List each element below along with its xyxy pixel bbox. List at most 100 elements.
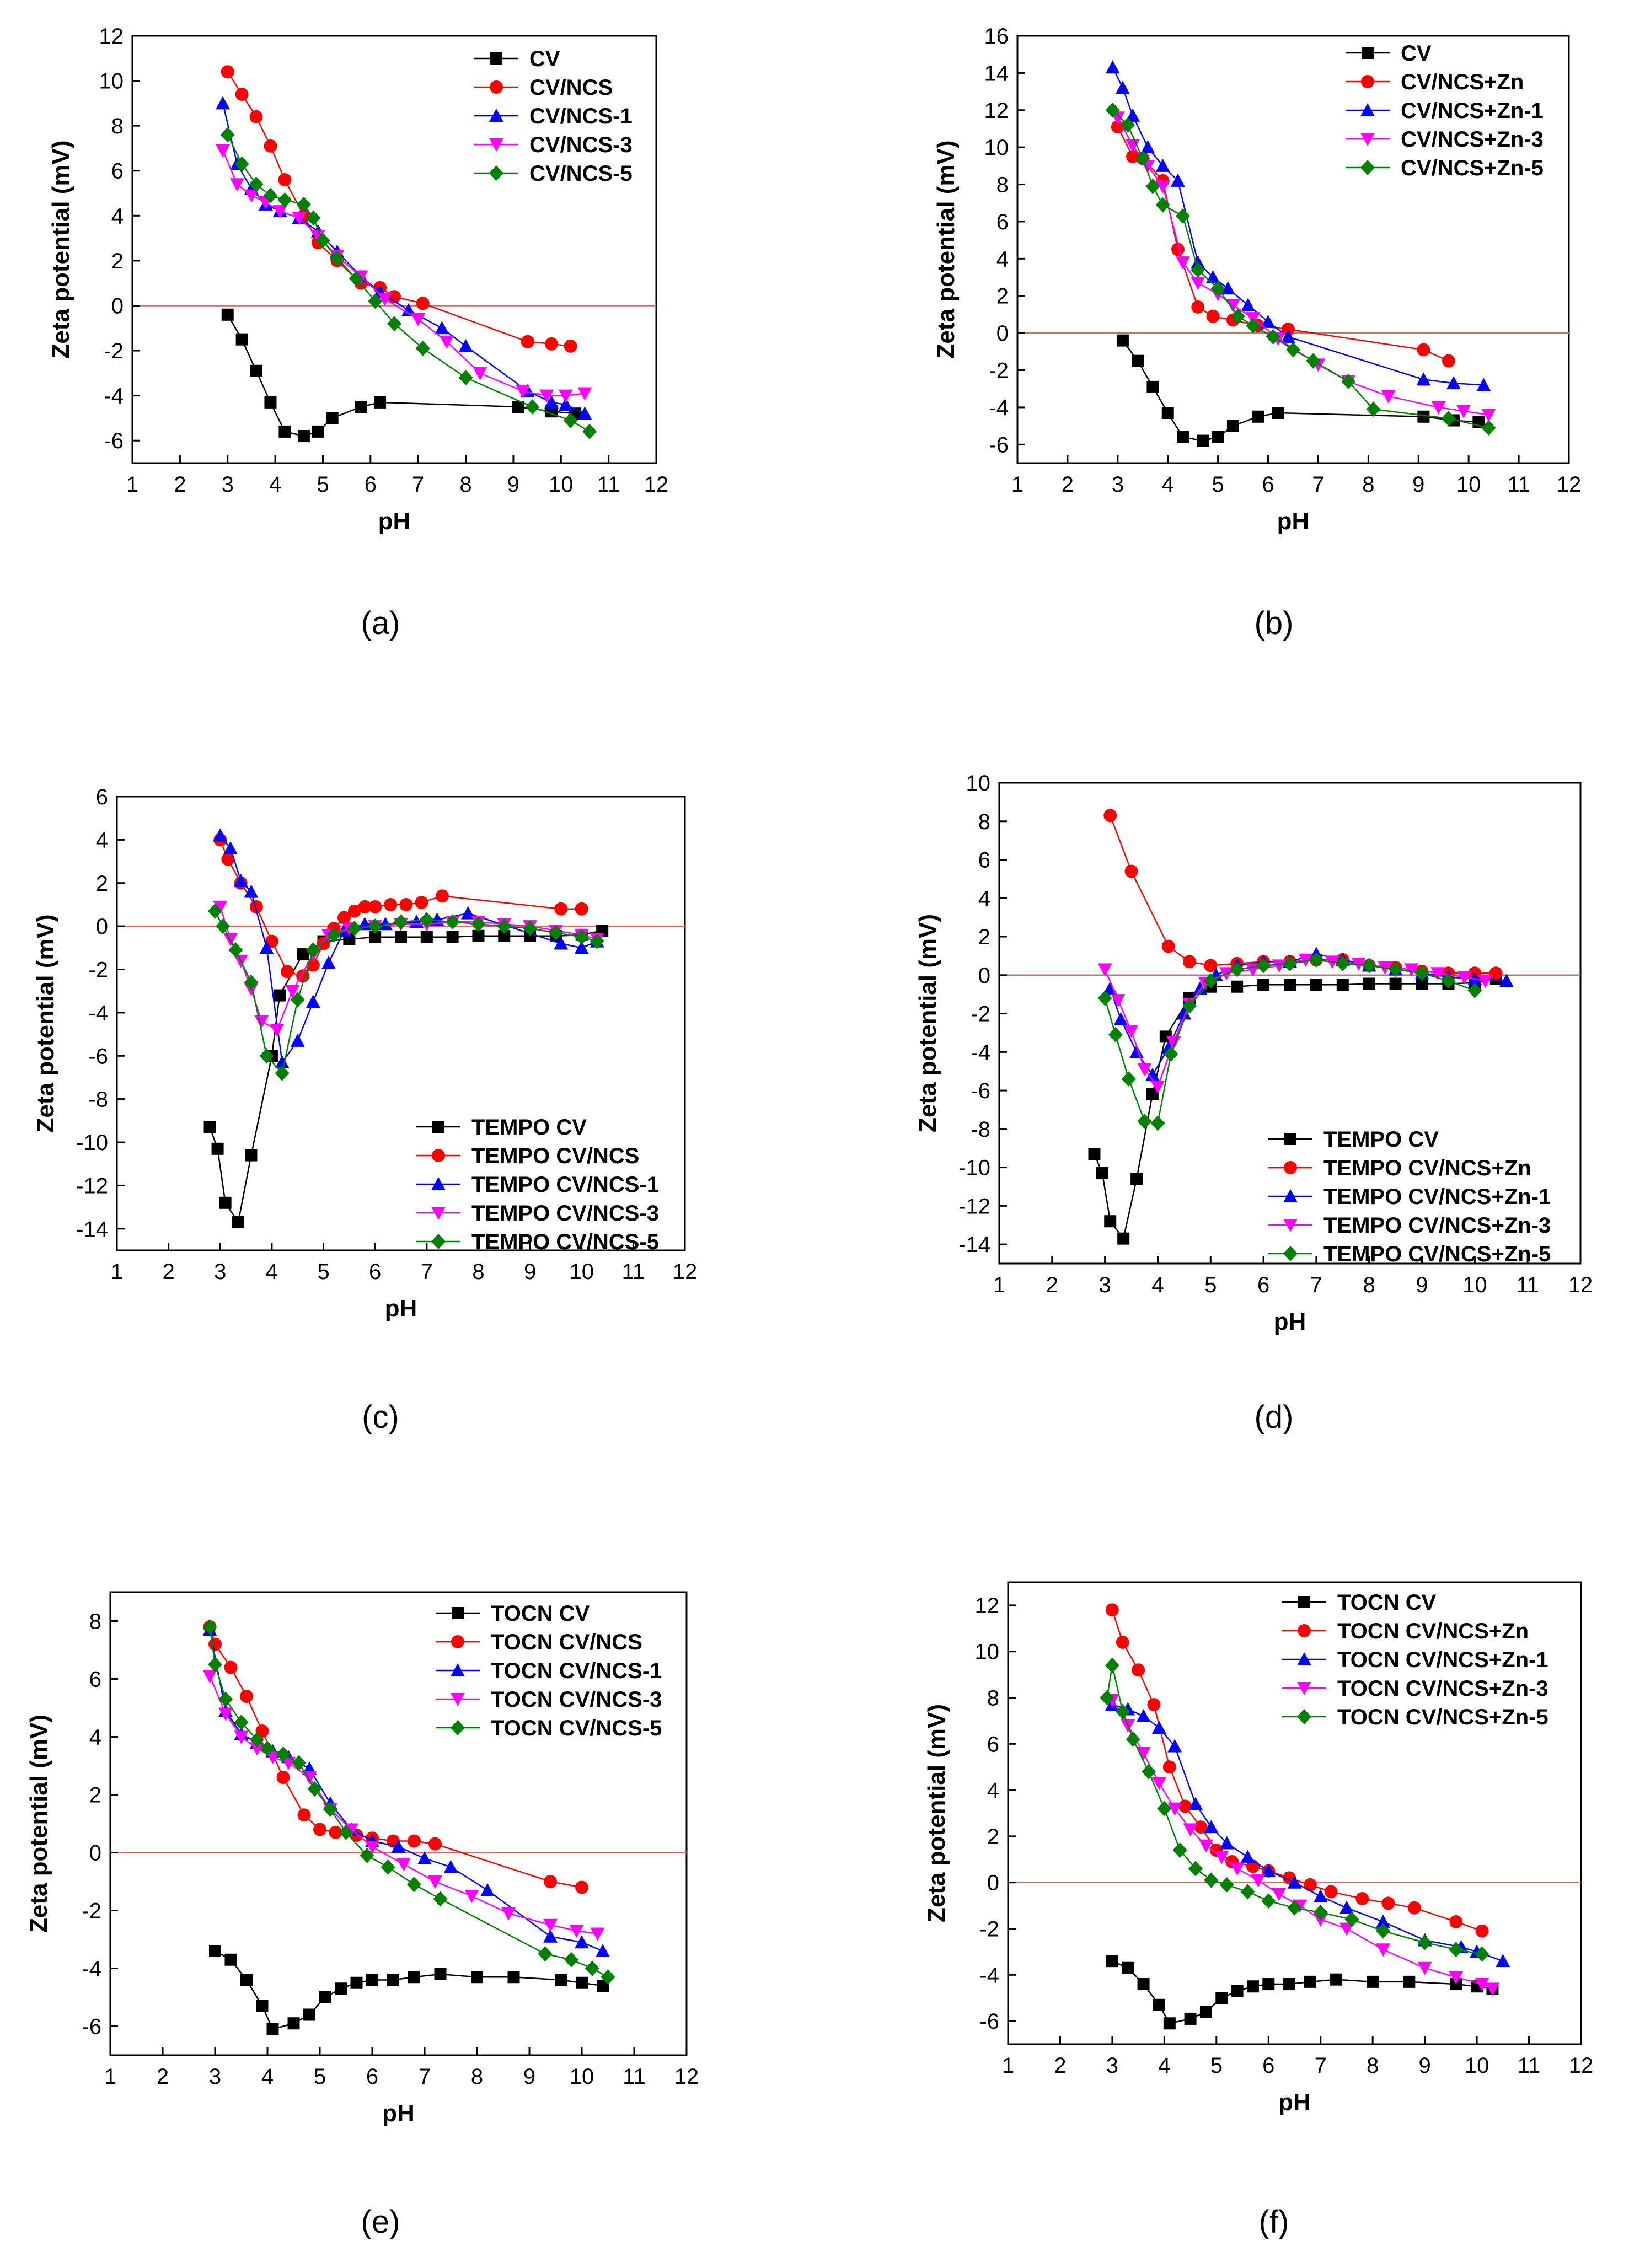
legend-swatch-marker (1283, 1246, 1298, 1261)
y-tick-label: -8 (88, 1088, 108, 1112)
data-point (1135, 151, 1150, 166)
data-point (512, 401, 524, 413)
data-point (1172, 1842, 1187, 1858)
data-point (224, 1953, 237, 1966)
x-tick-label: 7 (1315, 2054, 1327, 2078)
data-point (1449, 1971, 1464, 1985)
data-point (216, 96, 231, 110)
data-point (259, 1048, 274, 1064)
data-point (263, 187, 278, 203)
legend-label: CV/NCS-1 (529, 104, 633, 128)
data-point (378, 917, 393, 931)
data-point (1162, 1760, 1176, 1774)
x-tick-label: 12 (1568, 1273, 1593, 1297)
data-point (1272, 959, 1287, 973)
series-line (1112, 1703, 1503, 1962)
x-tick-label: 10 (1456, 472, 1481, 497)
y-tick-label: 14 (984, 61, 1009, 85)
data-point (1376, 1923, 1391, 1939)
x-tick-label: 7 (421, 1260, 433, 1284)
data-point (1155, 197, 1170, 213)
panel-caption: (b) (1255, 605, 1294, 641)
data-point (507, 1971, 520, 1984)
y-tick-label: 0 (978, 964, 990, 988)
data-point (408, 1834, 421, 1848)
y-axis-label: Zeta potential (mV) (47, 140, 74, 358)
data-point (1167, 1739, 1182, 1753)
data-series (202, 1619, 615, 1985)
legend-label: TOCN CV (1337, 1590, 1437, 1615)
x-tick-label: 9 (1416, 1273, 1428, 1297)
y-tick-label: -4 (82, 1957, 101, 1981)
legend-swatch-marker (1297, 1652, 1311, 1665)
data-point (1111, 994, 1126, 1008)
x-tick-label: 5 (317, 472, 329, 497)
x-tick-label: 4 (266, 1260, 278, 1284)
legend-swatch-marker (452, 1607, 464, 1619)
data-point (407, 1877, 421, 1893)
legend: TEMPO CV TEMPO CV/NCS+Zn TEMPO CV/NCS+Zn-1… (1268, 1127, 1551, 1266)
data-point (1140, 140, 1155, 154)
data-series (213, 833, 588, 983)
data-point (1132, 1663, 1145, 1677)
data-point (554, 902, 568, 916)
data-point (1489, 966, 1503, 980)
data-point (575, 1935, 589, 1949)
data-point (1313, 1905, 1328, 1921)
legend-swatch-marker (451, 1693, 465, 1706)
x-tick-label: 12 (644, 472, 669, 497)
data-point (1414, 965, 1429, 981)
data-point (428, 1875, 442, 1889)
x-tick-label: 7 (1310, 1273, 1322, 1297)
data-point (1105, 102, 1120, 118)
data-point (1261, 1863, 1276, 1877)
data-point (1272, 407, 1284, 420)
y-tick-label: 4 (111, 204, 124, 228)
data-point (435, 889, 449, 903)
data-point (254, 1015, 269, 1029)
y-tick-label: -4 (989, 396, 1009, 420)
data-point (1176, 256, 1190, 270)
data-point (1475, 1924, 1489, 1938)
legend: TOCN CV TOCN CV/NCS TOCN CV/NCS-1 TOCN CV/N… (436, 1601, 662, 1740)
legend-swatch-marker (1297, 1709, 1311, 1724)
data-point (347, 921, 362, 937)
data-point (358, 900, 372, 913)
panel-caption: (f) (1259, 2204, 1289, 2240)
data-point (1191, 262, 1205, 278)
legend-label: CV/NCS+Zn-1 (1401, 99, 1544, 123)
data-point (1183, 1823, 1198, 1837)
data-point (472, 929, 485, 942)
data-point (1287, 1875, 1302, 1889)
data-point (1252, 410, 1264, 423)
data-point (1155, 180, 1170, 194)
panel-caption: (e) (361, 2204, 400, 2240)
data-point (563, 412, 578, 428)
data-point (1476, 378, 1491, 391)
data-point (349, 271, 363, 287)
data-point (223, 841, 238, 855)
data-point (1283, 955, 1297, 971)
data-point (1212, 431, 1224, 443)
data-point (1475, 1978, 1489, 1992)
data-point (218, 1707, 233, 1721)
data-point (244, 884, 259, 898)
data-point (1130, 1173, 1143, 1185)
series-line (219, 906, 598, 1031)
y-tick-label: 12 (984, 99, 1009, 123)
data-point (1157, 1801, 1172, 1816)
y-tick-label: 8 (111, 114, 124, 138)
data-point (521, 335, 534, 348)
data-point (555, 1974, 567, 1986)
data-point (445, 914, 460, 930)
data-point (249, 900, 263, 913)
y-axis-label: Zeta potential (mV) (923, 1704, 950, 1922)
data-point (202, 1619, 217, 1635)
data-point (1206, 309, 1220, 323)
y-tick-label: 4 (996, 247, 1009, 271)
data-point (275, 1055, 290, 1069)
data-point (368, 900, 382, 913)
x-tick-label: 5 (1204, 1273, 1217, 1297)
